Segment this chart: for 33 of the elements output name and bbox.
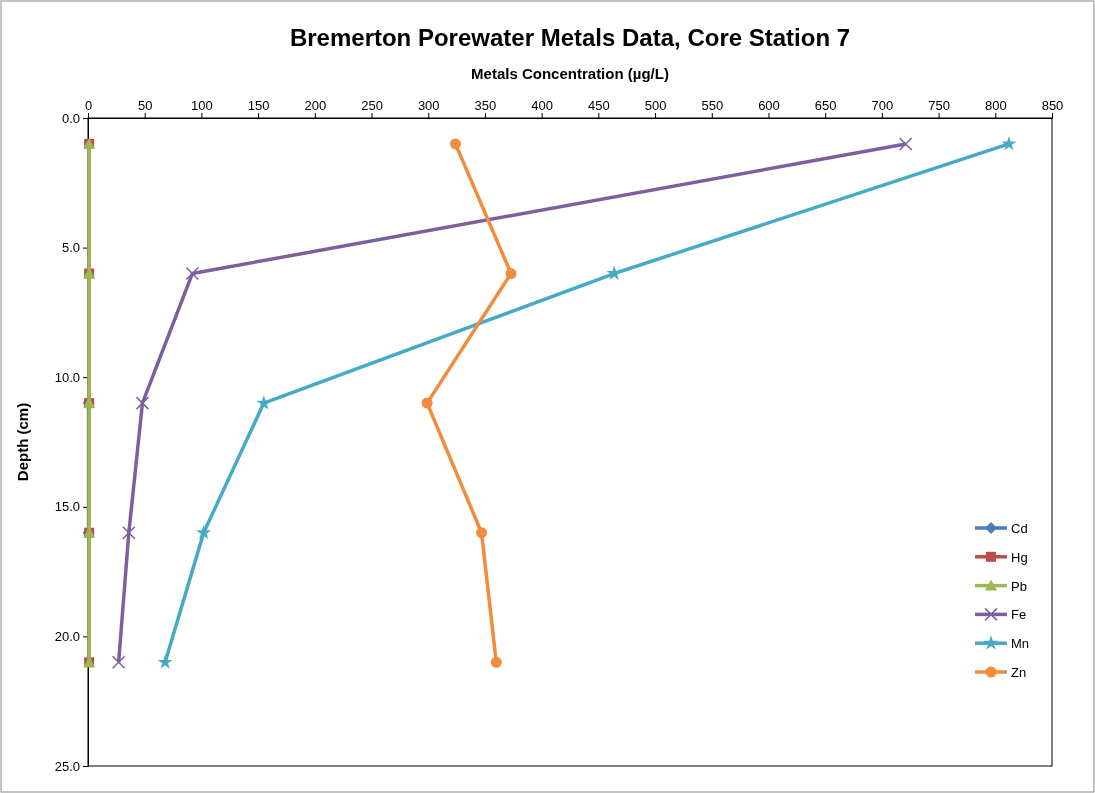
legend-label: Hg [1011,549,1028,565]
x-tick-label: 550 [701,98,724,113]
x-tick-label: 800 [984,98,1007,113]
x-tick-label: 750 [928,98,950,113]
x-axis-title: Metals Concentration (µg/L) [471,65,669,82]
legend-label: Zn [1011,665,1027,680]
x-tick-label: 50 [137,98,153,113]
y-tick-label: 25.0 [54,758,80,774]
x-tick-label: 0 [84,98,93,113]
x-tick-label: 100 [191,98,213,113]
x-tick-label: 350 [474,98,497,113]
x-tick-label: 850 [1041,98,1064,113]
y-tick-label: 0.0 [61,110,80,126]
legend-label: Mn [1011,636,1030,652]
legend-label: Cd [1011,521,1028,536]
x-tick-label: 450 [588,98,610,113]
y-tick-label: 10.0 [54,369,80,385]
x-tick-label: 700 [871,98,894,113]
x-tick-label: 500 [644,98,667,113]
x-tick-label: 650 [814,98,837,113]
x-tick-label: 200 [304,98,327,113]
y-axis-title: Depth (cm) [14,402,31,482]
x-tick-label: 400 [531,98,553,113]
x-tick-label: 600 [758,98,780,113]
legend-label: Fe [1011,607,1027,623]
x-tick-label: 300 [417,98,440,113]
x-tick-label: 250 [361,98,383,113]
y-tick-label: 20.0 [54,629,80,645]
y-tick-label: 15.0 [54,499,80,515]
legend-label: Pb [1011,578,1027,594]
chart-title: Bremerton Porewater Metals Data, Core Station 7 [289,24,851,51]
y-tick-label: 5.0 [61,240,80,256]
x-tick-label: 150 [247,98,270,113]
